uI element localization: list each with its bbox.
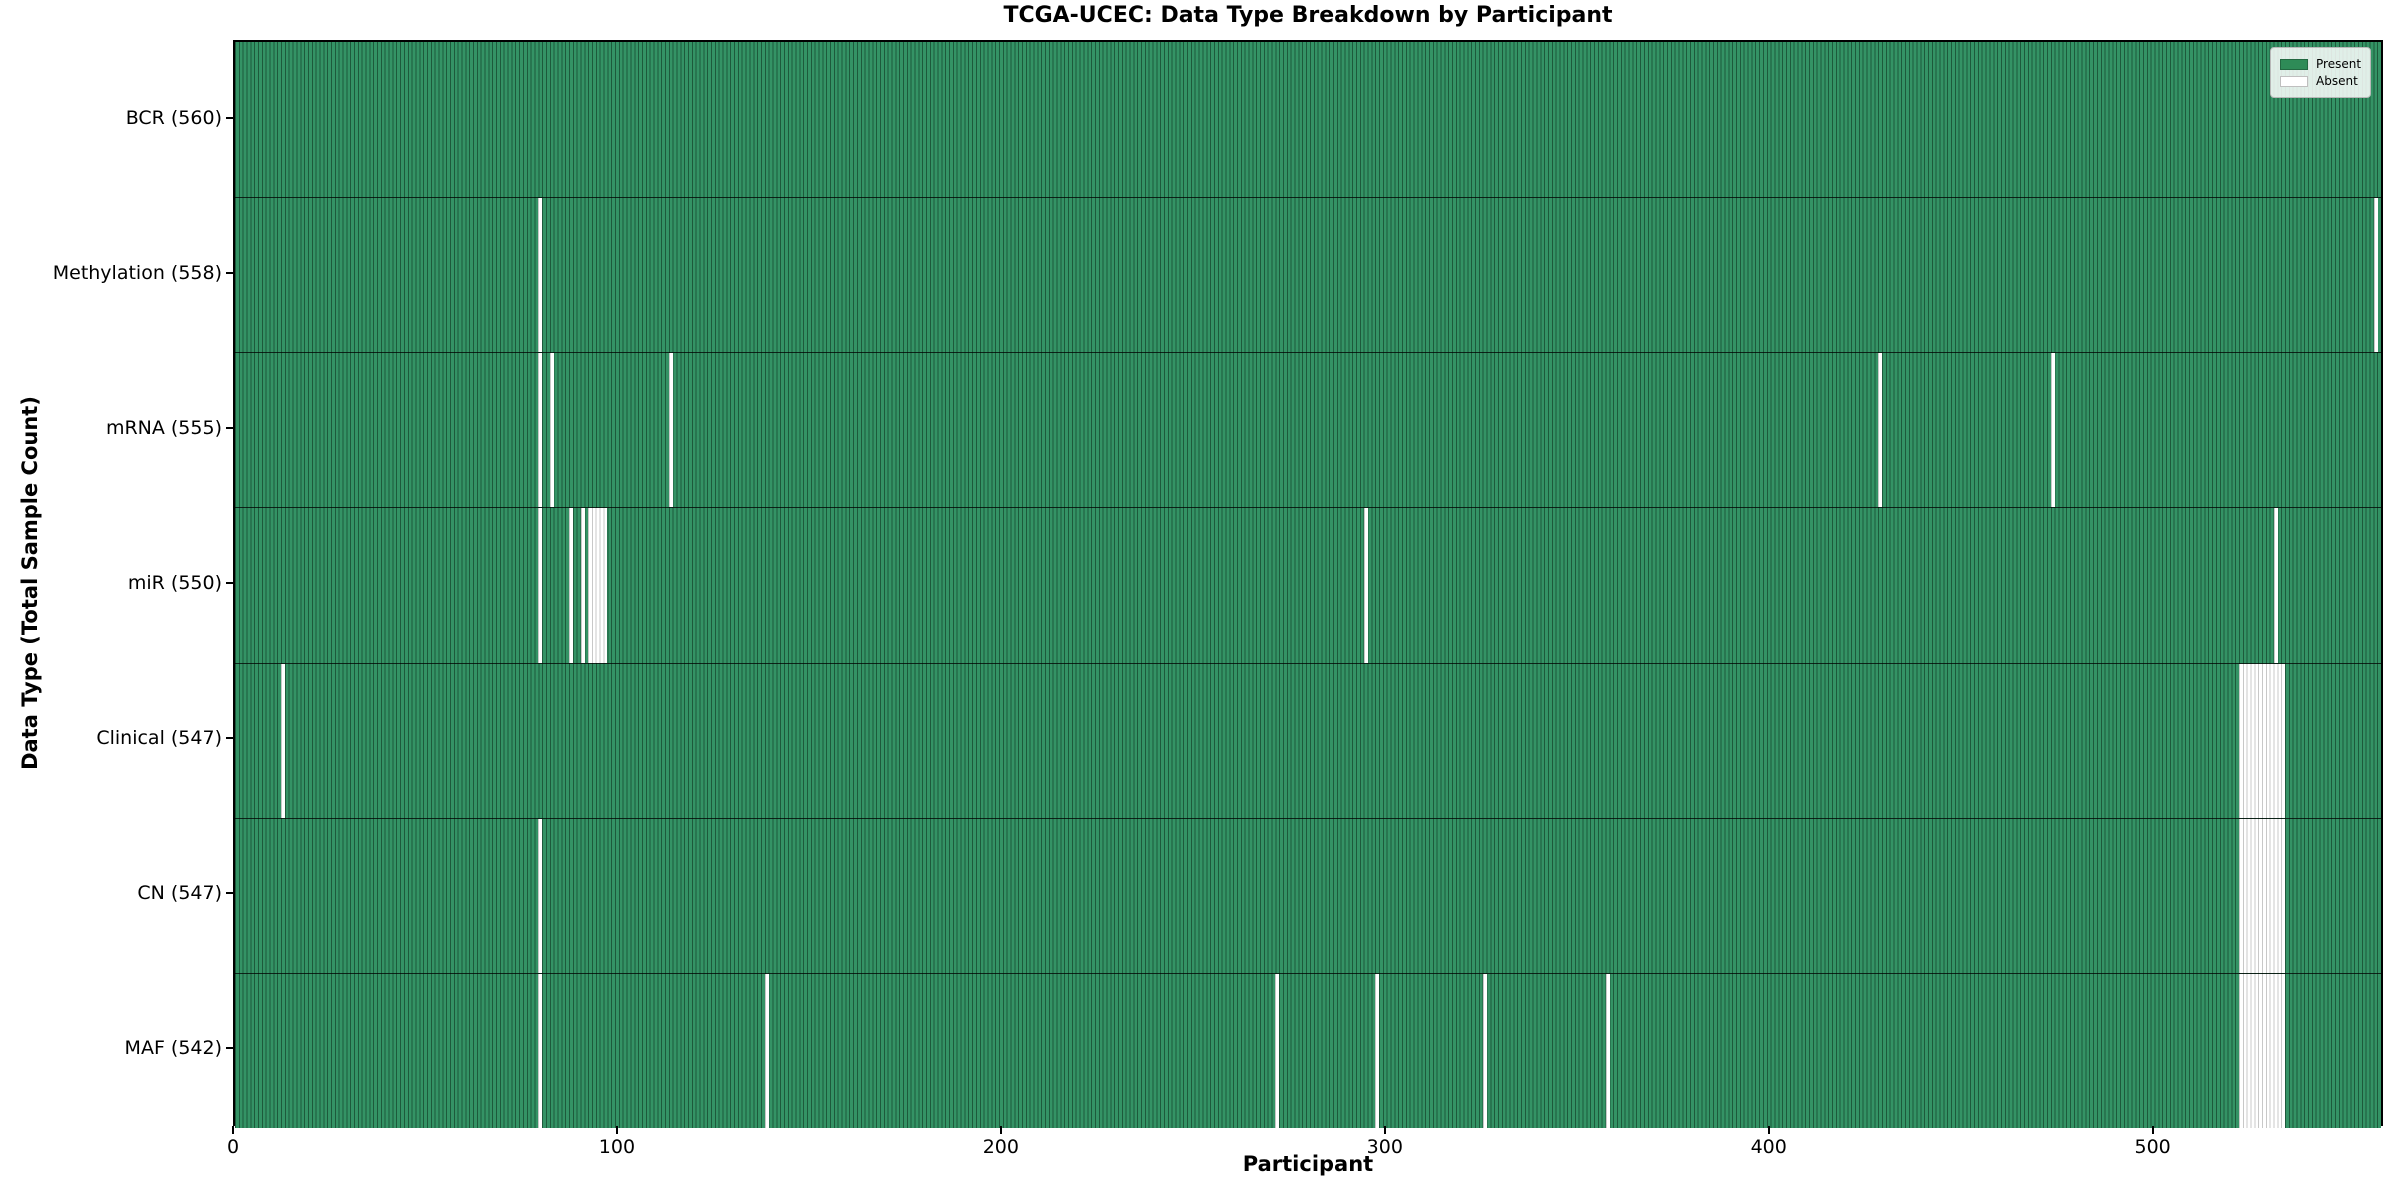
absent-gap bbox=[2373, 198, 2378, 353]
ytick-label-mRNA: mRNA (555) bbox=[105, 416, 222, 439]
absent-gap bbox=[538, 508, 543, 663]
chart-title: TCGA-UCEC: Data Type Breakdown by Partic… bbox=[1003, 3, 1613, 28]
absent-gap bbox=[538, 198, 543, 353]
row-mRNA bbox=[235, 352, 2381, 508]
ytick-label-miR: miR (550) bbox=[127, 572, 222, 594]
xtick-label: 0 bbox=[226, 1136, 240, 1158]
legend-label-absent: Absent bbox=[2316, 74, 2358, 88]
ytick-label-Clinical: Clinical (547) bbox=[96, 727, 222, 750]
xtick-label: 200 bbox=[982, 1136, 1019, 1158]
absent-gap bbox=[2273, 508, 2278, 663]
absent-gap bbox=[2239, 818, 2286, 973]
absent-gap bbox=[668, 353, 673, 508]
ytick-mark bbox=[226, 271, 233, 274]
legend-item-absent: Absent bbox=[2280, 74, 2361, 88]
absent-gap bbox=[1275, 973, 1280, 1128]
absent-gap bbox=[538, 353, 543, 508]
xtick-mark bbox=[999, 1126, 1002, 1134]
ytick-mark bbox=[226, 1047, 233, 1050]
absent-gap bbox=[1878, 353, 1883, 508]
absent-gap bbox=[2239, 973, 2286, 1128]
ytick-mark bbox=[226, 892, 233, 895]
legend-item-present: Present bbox=[2280, 57, 2361, 71]
row-Methylation bbox=[235, 197, 2381, 353]
xtick-mark bbox=[1383, 1126, 1386, 1134]
xtick-mark bbox=[2151, 1126, 2154, 1134]
absent-gap bbox=[1605, 973, 1610, 1128]
xtick-mark bbox=[1767, 1126, 1770, 1134]
absent-gap bbox=[2051, 353, 2055, 508]
x-axis-label: Participant bbox=[1242, 1152, 1374, 1176]
legend-label-present: Present bbox=[2316, 57, 2362, 71]
xtick-mark bbox=[615, 1126, 618, 1134]
row-MAF bbox=[235, 972, 2381, 1128]
row-Clinical bbox=[235, 662, 2381, 818]
ytick-mark bbox=[226, 116, 233, 119]
absent-gap bbox=[549, 353, 554, 508]
absent-gap bbox=[1363, 508, 1368, 663]
xtick-label: 100 bbox=[598, 1136, 636, 1158]
ytick-label-BCR: BCR (560) bbox=[125, 106, 222, 129]
absent-gap bbox=[588, 508, 608, 663]
xtick-mark bbox=[232, 1126, 234, 1134]
absent-gap bbox=[538, 973, 543, 1128]
legend: Present Absent bbox=[2270, 47, 2372, 98]
absent-gap bbox=[764, 973, 769, 1128]
xtick-label: 500 bbox=[2134, 1136, 2171, 1158]
xtick-label: 300 bbox=[1366, 1136, 1403, 1158]
xtick-label: 400 bbox=[1750, 1136, 1787, 1158]
absent-gap bbox=[281, 663, 286, 818]
absent-gap bbox=[580, 508, 585, 663]
ytick-label-Methylation: Methylation (558) bbox=[52, 261, 222, 284]
absent-swatch-icon bbox=[2280, 75, 2308, 87]
absent-gap bbox=[1375, 973, 1380, 1128]
ytick-mark bbox=[226, 737, 233, 740]
row-miR bbox=[235, 507, 2381, 663]
ytick-label-CN: CN (547) bbox=[137, 882, 222, 905]
ytick-label-MAF: MAF (542) bbox=[124, 1037, 222, 1060]
row-CN bbox=[235, 817, 2381, 973]
absent-gap bbox=[538, 818, 543, 973]
row-BCR bbox=[235, 42, 2381, 198]
plot-area bbox=[233, 40, 2383, 1128]
ytick-mark bbox=[226, 582, 233, 584]
ytick-mark bbox=[226, 426, 233, 429]
absent-gap bbox=[2239, 663, 2286, 818]
absent-gap bbox=[1482, 973, 1487, 1128]
absent-gap bbox=[569, 508, 573, 663]
present-swatch-icon bbox=[2280, 58, 2308, 70]
